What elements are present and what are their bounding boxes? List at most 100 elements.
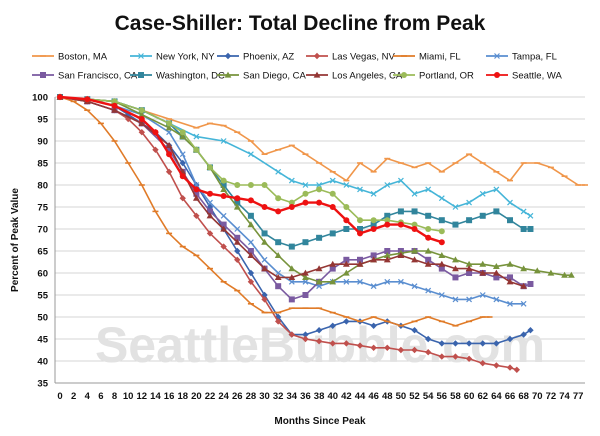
point-san-francisco-ca-64 [493,274,500,281]
x-tick-56: 56 [437,391,448,402]
legend-label-las-vegas-nv: Las Vegas, NV [332,52,396,63]
point-new-york-ny-56 [438,195,445,202]
point-phoenix-az-46 [370,322,377,329]
point-portland-or-52 [411,221,418,228]
point-san-diego-ca-32 [274,252,282,258]
point-san-diego-ca-60 [465,260,473,267]
point-san-diego-ca-66 [506,260,514,267]
point-tampa-fl-58 [452,296,459,303]
point-los-angeles-ca-30 [261,265,268,272]
point-san-francisco-ca-69 [527,281,534,287]
point-washington-dc-62 [479,212,486,219]
point-new-york-ny-69 [527,212,534,219]
point-seattle-wa-48 [384,221,391,228]
point-washington-dc-44 [357,226,363,232]
point-las-vegas-nv-14 [152,146,159,153]
point-los-angeles-ca-54 [424,260,432,267]
point-tampa-fl-62 [479,292,486,298]
point-tampa-fl-18 [179,151,186,158]
series-miami-fl [57,96,493,327]
point-new-york-ny-68 [520,208,527,215]
legend-marker-san-francisco-ca [40,72,46,78]
legend-marker-las-vegas-nv [313,52,321,60]
point-las-vegas-nv-36 [302,335,309,343]
x-tick-70: 70 [532,391,543,402]
y-tick-60: 60 [37,269,48,280]
point-washington-dc-40 [329,230,336,237]
series-line-los-angeles-ca [59,96,524,287]
legend-item-new-york-ny: New York, NY [130,52,215,63]
point-portland-or-54 [425,226,432,232]
legend-marker-washington-dc [138,72,144,78]
point-phoenix-az-26 [234,247,241,255]
point-tampa-fl-32 [275,270,282,276]
point-san-francisco-ca-16 [166,146,173,153]
point-san-francisco-ca-66 [507,274,513,281]
point-san-francisco-ca-42 [343,256,350,263]
point-las-vegas-nv-42 [343,340,350,347]
watermark: SeattleBubble.com [95,317,545,373]
point-san-diego-ca-75 [567,271,575,278]
legend-item-san-francisco-ca: San Francisco, CA [32,71,138,82]
y-tick-85: 85 [37,159,48,170]
point-los-angeles-ca-32 [274,274,282,280]
x-tick-50: 50 [396,391,407,402]
point-seattle-wa-52 [411,226,418,232]
point-new-york-ny-50 [397,177,404,184]
point-las-vegas-nv-30 [261,296,268,303]
point-tampa-fl-68 [520,300,527,307]
point-seattle-wa-20 [193,186,200,193]
point-tampa-fl-64 [493,296,500,303]
x-tick-34: 34 [287,391,298,402]
point-san-francisco-ca-58 [452,274,459,281]
point-los-angeles-ca-68 [520,282,528,289]
point-san-francisco-ca-32 [275,283,282,290]
legend-label-san-diego-ca: San Diego, CA [243,71,307,82]
point-phoenix-az-64 [493,340,500,347]
point-los-angeles-ca-62 [479,269,487,276]
point-tampa-fl-28 [247,239,254,246]
x-tick-72: 72 [546,391,557,402]
point-las-vegas-nv-67 [513,366,521,373]
y-tick-labels: 35 40 45 50 55 60 65 70 75 80 85 90 95 100 [32,93,49,390]
point-los-angeles-ca-52 [411,256,418,263]
legend-item-boston-ma: Boston, MA [32,52,108,63]
point-washington-dc-52 [411,208,418,215]
point-washington-dc-42 [343,226,350,232]
point-las-vegas-nv-62 [479,360,486,367]
point-new-york-ny-34 [288,177,295,184]
x-tick-48: 48 [382,391,393,402]
point-san-diego-ca-38 [315,278,323,285]
point-las-vegas-nv-38 [315,338,323,345]
point-san-diego-ca-24 [220,186,228,192]
legend-marker-portland-or [401,72,407,78]
point-san-diego-ca-40 [329,278,337,285]
point-los-angeles-ca-38 [315,265,323,272]
y-tick-65: 65 [37,247,48,258]
legend-marker-seattle-wa [494,72,500,78]
point-new-york-ny-28 [247,151,254,158]
point-san-francisco-ca-40 [329,265,336,272]
point-las-vegas-nv-64 [493,362,500,369]
legend-label-tampa-fl: Tampa, FL [512,52,557,63]
point-las-vegas-nv-44 [356,342,364,349]
point-washington-dc-48 [384,212,391,219]
y-tick-80: 80 [37,181,48,192]
point-san-diego-ca-64 [492,263,500,269]
point-phoenix-az-66 [506,335,514,343]
point-phoenix-az-42 [343,318,350,325]
x-tick-62: 62 [477,391,488,402]
point-portland-or-16 [166,120,173,127]
point-los-angeles-ca-22 [206,212,214,219]
x-tick-18: 18 [177,391,188,402]
point-tampa-fl-50 [397,278,404,285]
point-portland-or-42 [343,204,350,210]
point-las-vegas-nv-16 [165,168,173,175]
x-tick-74: 74 [559,391,570,402]
x-tick-58: 58 [450,391,461,402]
point-seattle-wa-46 [370,226,377,232]
legend-label-san-francisco-ca: San Francisco, CA [58,71,138,82]
point-seattle-wa-0 [57,94,63,100]
point-los-angeles-ca-34 [288,274,296,280]
x-axis-label: Months Since Peak [274,416,366,427]
